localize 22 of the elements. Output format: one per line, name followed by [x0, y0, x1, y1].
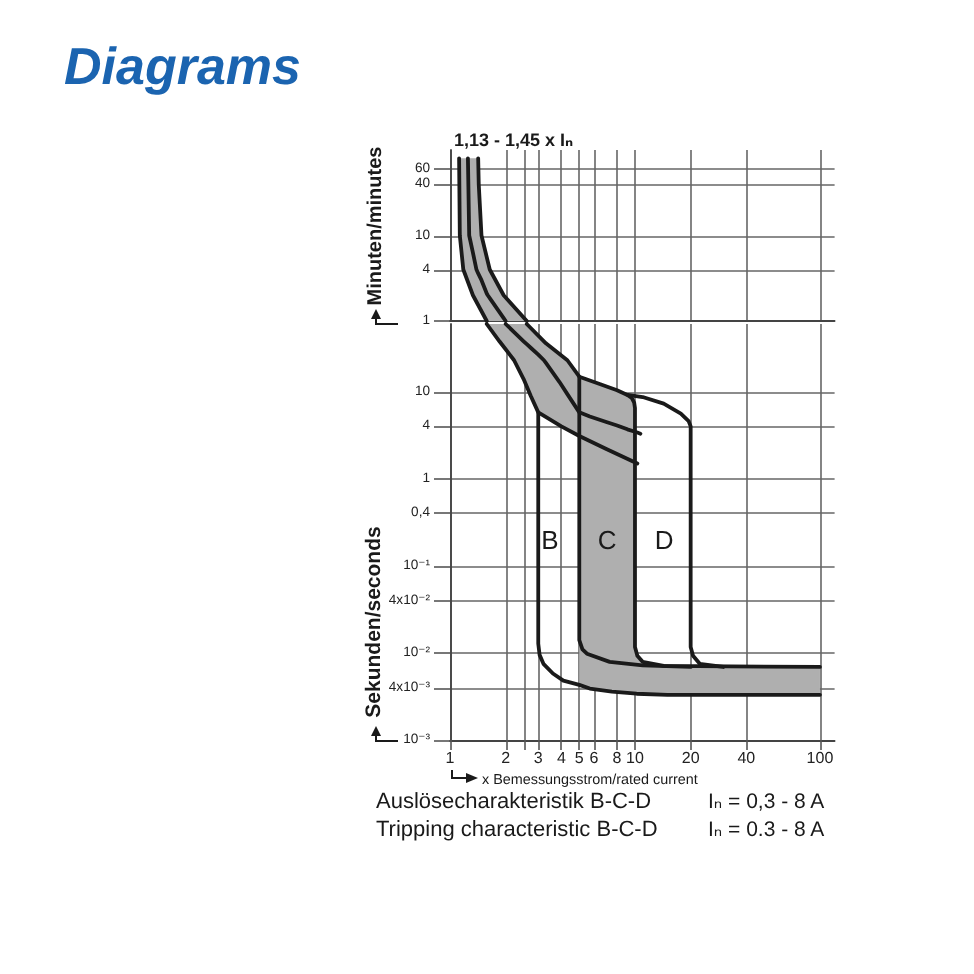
text: Auslösecharakteristik B-C-D — [376, 790, 652, 814]
x-tick-label: 2 — [501, 749, 512, 767]
chart-title: Diagrams — [64, 36, 301, 96]
x-tick-label: 4 — [556, 749, 567, 767]
x-tick-label: 5 — [574, 749, 585, 767]
x-tick-label: 100 — [806, 749, 835, 767]
text: Tripping characteristic B-C-D — [376, 818, 658, 842]
text: 1,13 - 1,45 x Iₙ — [454, 130, 574, 150]
x-tick-label: 6 — [589, 749, 600, 767]
text: Iₙ = 0.3 - 8 A — [708, 818, 825, 842]
x-tick-label: 10 — [626, 749, 645, 767]
annotation: C — [597, 525, 617, 555]
x-tick-label: 8 — [612, 749, 623, 767]
x-tick-label: 3 — [533, 749, 544, 767]
x-tick-label: 1 — [445, 749, 456, 767]
y-axis-title: Sekunden/seconds — [362, 525, 386, 718]
x-tick-label: 20 — [681, 749, 701, 767]
annotation: B — [541, 525, 559, 555]
y-axis-title: Minuten/minutes — [365, 145, 387, 306]
x-tick-label: 40 — [737, 749, 757, 767]
text: Iₙ = 0,3 - 8 A — [708, 790, 825, 814]
annotation: D — [654, 525, 674, 555]
